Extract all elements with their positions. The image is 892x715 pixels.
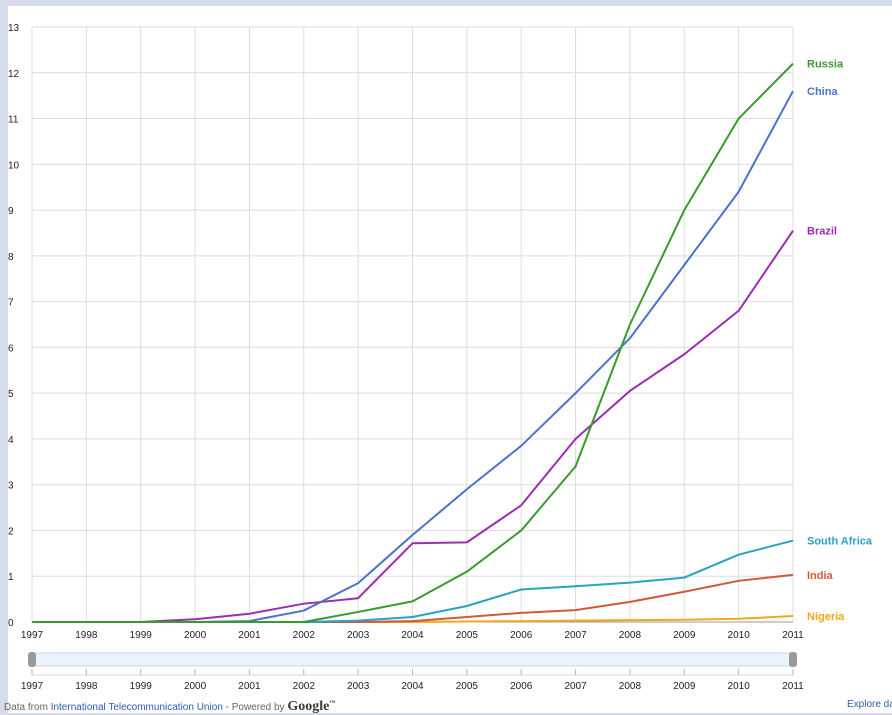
x-tick-label: 2010 [728,630,751,641]
y-tick-label: 6 [8,343,14,354]
footer-prefix: Data from [4,702,48,713]
x-tick-label: 2011 [782,630,804,641]
x-tick-label: 2005 [456,630,479,641]
x-tick-label: 2007 [564,630,587,641]
slider-year-label: 2004 [401,681,424,692]
y-tick-label: 11 [8,115,19,126]
powered-by-text: - Powered by [222,702,285,713]
series-label: South Africa [807,536,873,548]
slider-year-label: 2001 [238,681,261,692]
series-label: India [807,570,834,582]
google-logo: Google™ [287,699,335,714]
slider-year-label: 2007 [564,681,587,692]
x-tick-label: 2003 [347,630,370,641]
slider-year-label: 2009 [673,681,696,692]
y-tick-label: 13 [8,23,20,34]
slider-handle-right[interactable] [789,652,797,667]
slider-year-label: 2005 [456,681,479,692]
slider-handle-left[interactable] [28,652,36,667]
slider-year-label: 2010 [728,681,751,692]
x-tick-label: 1998 [75,630,98,641]
x-tick-label: 1997 [21,630,44,641]
grid [31,26,794,623]
time-range-slider[interactable]: 1997 1998 1999 2000 2001 2002 2003 2004 2005 2006… [21,652,804,692]
y-tick-label: 4 [8,435,14,446]
x-tick-label: 2008 [619,630,642,641]
y-tick-label: 3 [8,481,14,492]
slider-year-label: 1997 [21,681,44,692]
slider-year-label: 2002 [293,681,316,692]
slider-year-label: 2003 [347,681,370,692]
slider-track[interactable] [31,652,794,667]
slider-year-label: 2006 [510,681,533,692]
x-tick-label: 2002 [293,630,316,641]
slider-year-label: 2008 [619,681,642,692]
x-tick-label: 1999 [130,630,153,641]
google-logo-text: Google [287,699,330,714]
x-tick-label: 2000 [184,630,207,641]
chart-frame [8,6,892,713]
series-labels: Russia China Brazil South Africa India Nigeri… [807,59,873,623]
series-label: China [807,86,838,98]
x-tick-label: 2004 [401,630,424,641]
explore-data-link[interactable]: Explore data [847,699,892,710]
x-axis: 1997 1998 1999 2000 2001 2002 2003 2004 2005 2006… [21,630,804,641]
y-tick-label: 5 [8,389,14,400]
slider-year-label: 2011 [782,681,804,692]
series-label: Brazil [807,226,837,238]
x-tick-label: 2009 [673,630,696,641]
series-lines [32,62,794,623]
y-tick-label: 7 [8,298,14,309]
series-label: Nigeria [807,611,845,623]
y-tick-label: 10 [8,160,20,171]
y-tick-label: 0 [8,618,14,629]
y-tick-label: 2 [8,526,14,537]
slider-year-label: 1998 [75,681,98,692]
series-line [32,62,794,623]
y-tick-label: 8 [8,252,14,263]
x-tick-label: 2006 [510,630,533,641]
trademark-mark: ™ [329,700,336,707]
y-tick-label: 12 [8,69,20,80]
slider-year-label: 2000 [184,681,207,692]
series-label: Russia [807,59,844,71]
x-tick-label: 2001 [238,630,261,641]
slider-year-label: 1999 [130,681,153,692]
y-tick-label: 9 [8,206,14,217]
y-tick-label: 1 [8,572,14,583]
footer-attribution: Data from International Telecommunicatio… [4,699,335,715]
source-link[interactable]: International Telecommunication Union [50,702,223,713]
